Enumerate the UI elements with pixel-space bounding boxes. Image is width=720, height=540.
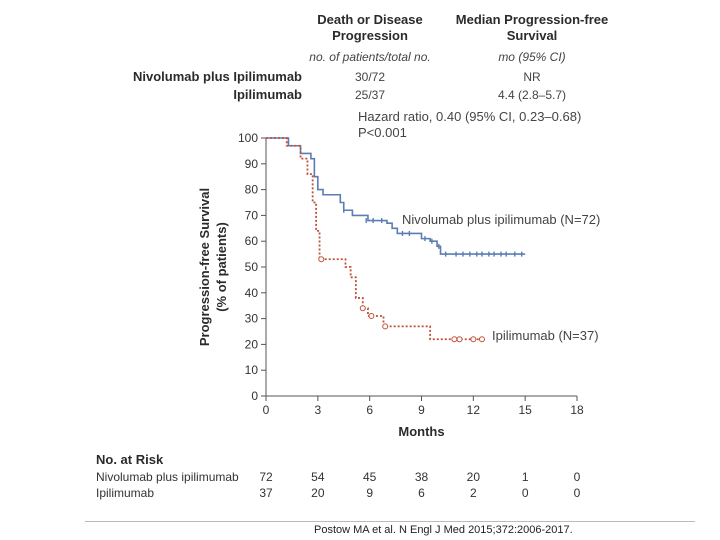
risk-value-nivo-ipi: 54 xyxy=(311,470,325,484)
x-tick-label: 12 xyxy=(467,403,481,417)
y-axis-subtitle: (% of patients) xyxy=(214,222,229,312)
col1-header: Death or Disease Progression xyxy=(300,12,440,44)
risk-table-title: No. at Risk xyxy=(96,452,164,467)
row-label-nivo-ipi: Nivolumab plus Ipilimumab xyxy=(132,69,302,84)
row-median-ipi: 4.4 (2.8–5.7) xyxy=(497,88,567,102)
p-value: P<0.001 xyxy=(358,125,407,140)
y-tick-label: 100 xyxy=(238,131,258,145)
risk-value-nivo-ipi: 1 xyxy=(521,470,529,484)
row-events-nivo-ipi: 30/72 xyxy=(354,70,386,84)
series-label-1: Ipilimumab (N=37) xyxy=(492,328,599,343)
risk-row-label-ipi: Ipilimumab xyxy=(96,486,155,500)
risk-row-label-nivo-ipi: Nivolumab plus ipilimumab xyxy=(96,470,239,484)
y-tick-label: 90 xyxy=(245,157,259,171)
x-tick-label: 3 xyxy=(314,403,321,417)
series-line-1 xyxy=(266,137,482,341)
risk-value-nivo-ipi: 0 xyxy=(573,470,581,484)
risk-value-ipi: 0 xyxy=(521,486,529,500)
y-tick-label: 60 xyxy=(245,234,259,248)
y-tick-label: 40 xyxy=(245,286,259,300)
series-line-0 xyxy=(266,137,526,255)
col1-subheader: no. of patients/total no. xyxy=(309,50,431,64)
series-label-0: Nivolumab plus ipilimumab (N=72) xyxy=(402,212,600,227)
x-tick-label: 6 xyxy=(366,403,373,417)
censor-mark-1 xyxy=(456,336,463,343)
x-tick-label: 9 xyxy=(418,403,425,417)
censor-mark-1 xyxy=(359,305,366,312)
risk-value-ipi: 37 xyxy=(259,486,273,500)
y-tick-label: 0 xyxy=(251,389,258,403)
col2-subheader: mo (95% CI) xyxy=(498,50,566,64)
risk-value-nivo-ipi: 72 xyxy=(259,470,273,484)
y-tick-label: 30 xyxy=(245,312,259,326)
risk-value-nivo-ipi: 45 xyxy=(362,470,377,484)
censor-mark-1 xyxy=(318,256,325,263)
risk-value-ipi: 2 xyxy=(469,486,477,500)
y-tick-label: 10 xyxy=(245,363,259,377)
x-tick-label: 18 xyxy=(570,403,584,417)
y-axis-title: Progression-free Survival xyxy=(197,188,212,346)
risk-value-nivo-ipi: 38 xyxy=(414,470,429,484)
col1-header-line2: Progression xyxy=(332,28,408,43)
col2-header-line1: Median Progression-free xyxy=(455,12,609,27)
censor-mark-1 xyxy=(451,336,458,343)
row-events-ipi: 25/37 xyxy=(354,88,386,102)
censor-mark-1 xyxy=(382,323,389,330)
citation: Postow MA et al. N Engl J Med 2015;372:2… xyxy=(314,524,573,536)
y-tick-label: 50 xyxy=(245,260,259,274)
risk-value-ipi: 6 xyxy=(418,486,425,500)
risk-value-ipi: 9 xyxy=(366,486,373,500)
footer-divider xyxy=(85,521,695,522)
y-tick-label: 80 xyxy=(245,183,259,197)
row-label-ipi: Ipilimumab xyxy=(233,87,302,102)
censor-mark-1 xyxy=(478,336,485,343)
col1-header-line1: Death or Disease xyxy=(317,12,423,27)
risk-value-ipi: 0 xyxy=(573,486,581,500)
risk-value-ipi: 20 xyxy=(311,486,325,500)
y-tick-label: 70 xyxy=(245,208,259,222)
col2-header-line2: Survival xyxy=(506,28,558,43)
censor-mark-1 xyxy=(368,313,375,320)
x-axis-title: Months xyxy=(398,424,444,439)
risk-value-nivo-ipi: 20 xyxy=(466,470,480,484)
hazard-ratio: Hazard ratio, 0.40 (95% CI, 0.23–0.68) xyxy=(358,109,582,124)
col2-header: Median Progression-free Survival xyxy=(452,12,612,44)
y-tick-label: 20 xyxy=(245,337,259,351)
row-median-nivo-ipi: NR xyxy=(523,70,541,84)
x-tick-label: 15 xyxy=(518,403,532,417)
censor-mark-1 xyxy=(470,336,477,343)
x-tick-label: 0 xyxy=(263,403,270,417)
